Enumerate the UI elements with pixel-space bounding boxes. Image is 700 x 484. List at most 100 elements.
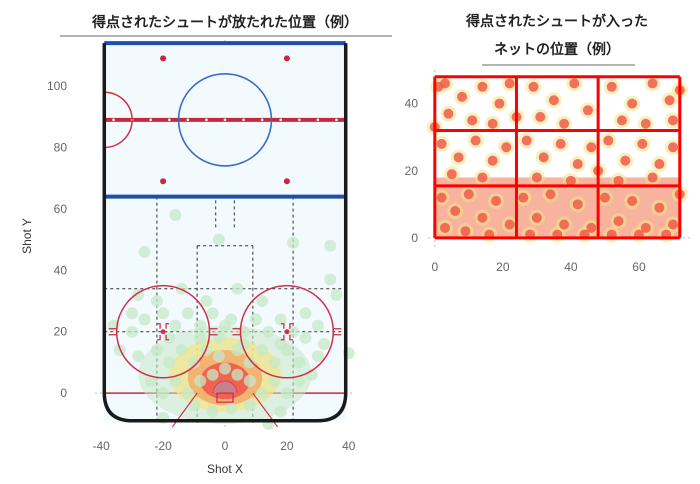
net-point (457, 91, 468, 102)
shot-point (157, 307, 170, 320)
shot-point (324, 273, 337, 286)
y-tick-label: 20 (405, 164, 419, 178)
shot-point (219, 319, 231, 332)
y-tick-label: 100 (47, 79, 67, 93)
faceoff-circle (115, 284, 211, 379)
net-point (654, 202, 665, 213)
shot-point (274, 313, 287, 326)
net-point (548, 95, 559, 106)
shot-point (311, 319, 324, 332)
net-point (446, 169, 457, 180)
net-plot-area (426, 70, 690, 248)
shot-point (268, 356, 281, 369)
shot-point (293, 356, 306, 369)
red-line-marker (167, 118, 171, 122)
goal-net (216, 392, 234, 403)
shot-point (194, 331, 207, 344)
net-x-tick-labels: 0 20 40 60 (431, 260, 645, 274)
net-point (501, 142, 512, 153)
net-point (477, 172, 488, 183)
net-point (572, 199, 583, 210)
red-line-marker (149, 118, 153, 122)
net-point (606, 81, 617, 92)
shot-point (157, 387, 170, 400)
shot-point (188, 356, 201, 369)
x-tick-label: -20 (154, 439, 172, 453)
shot-point (138, 313, 151, 326)
y-tick-label: 80 (54, 140, 68, 154)
net-point (647, 78, 658, 89)
shot-point (144, 374, 157, 387)
net-point (613, 175, 624, 186)
shot-point (243, 374, 256, 387)
red-line-marker (316, 118, 320, 122)
shot-point (274, 405, 287, 418)
net-point (565, 175, 576, 186)
net-point (477, 212, 488, 223)
shot-point (132, 288, 145, 301)
rink-y-axis-label: Shot Y (20, 218, 34, 254)
goal-crease (212, 380, 238, 394)
net-point (647, 172, 658, 183)
shot-point (299, 331, 312, 344)
shot-point (126, 307, 139, 320)
x-tick-label: 20 (496, 260, 510, 274)
net-point (667, 115, 678, 126)
rink-x-axis-label: Shot X (207, 462, 243, 476)
shot-point (231, 282, 244, 295)
rink-boards (102, 43, 348, 423)
net-y-tick-labels: 0 20 40 (405, 97, 419, 245)
net-point (555, 138, 566, 149)
x-tick-label: 60 (632, 260, 646, 274)
shot-point (150, 344, 163, 357)
x-tick-label: 0 (222, 439, 229, 453)
net-point (531, 212, 542, 223)
red-line-marker (205, 118, 208, 122)
net-point (535, 112, 546, 123)
y-tick-label: 60 (54, 202, 68, 216)
center-circle (177, 72, 273, 167)
shot-point (256, 344, 269, 357)
net-point (460, 226, 471, 237)
net-point (545, 189, 556, 200)
faceoff-dot (284, 329, 290, 335)
referee-crease (104, 91, 133, 149)
net-point (504, 219, 515, 230)
shot-point (194, 374, 207, 387)
y-tick-label: 20 (54, 325, 68, 339)
net-point (603, 135, 614, 146)
shot-point (212, 350, 225, 363)
red-line-marker (242, 118, 245, 122)
rink-x-tick-labels: -40 -20 0 20 40 (93, 439, 356, 453)
faceoff-dot (160, 55, 167, 62)
rink-chart-title: 得点されたシュートが放たれた位置（例） (91, 14, 358, 31)
shot-point (237, 325, 250, 338)
shot-point (287, 236, 300, 249)
shot-point (188, 399, 201, 412)
net-point (450, 206, 461, 217)
shot-point (330, 288, 343, 301)
red-line-marker (279, 118, 283, 122)
shot-point (268, 374, 281, 387)
net-point (569, 78, 580, 89)
y-tick-label: 0 (411, 231, 418, 245)
red-line-marker (186, 118, 190, 122)
y-tick-label: 40 (405, 97, 419, 111)
net-point (613, 216, 624, 227)
net-goal-chart: 得点されたシュートが入った ネットの位置（例） 0 20 40 0 20 40 60 (405, 13, 690, 274)
faceoff-dot (283, 55, 290, 62)
net-point (528, 81, 539, 92)
net-point (443, 108, 454, 119)
net-point (463, 189, 474, 200)
red-line-marker (112, 118, 115, 122)
faceoff-dot (283, 178, 290, 185)
shot-point (293, 374, 306, 387)
shot-point (262, 325, 275, 338)
net-point (667, 142, 678, 153)
net-point (531, 172, 542, 183)
net-chart-title-line-2: ネットの位置（例） (494, 41, 620, 58)
net-point (487, 118, 498, 129)
net-point (582, 105, 593, 116)
net-point (586, 142, 597, 153)
shot-point (243, 399, 256, 412)
